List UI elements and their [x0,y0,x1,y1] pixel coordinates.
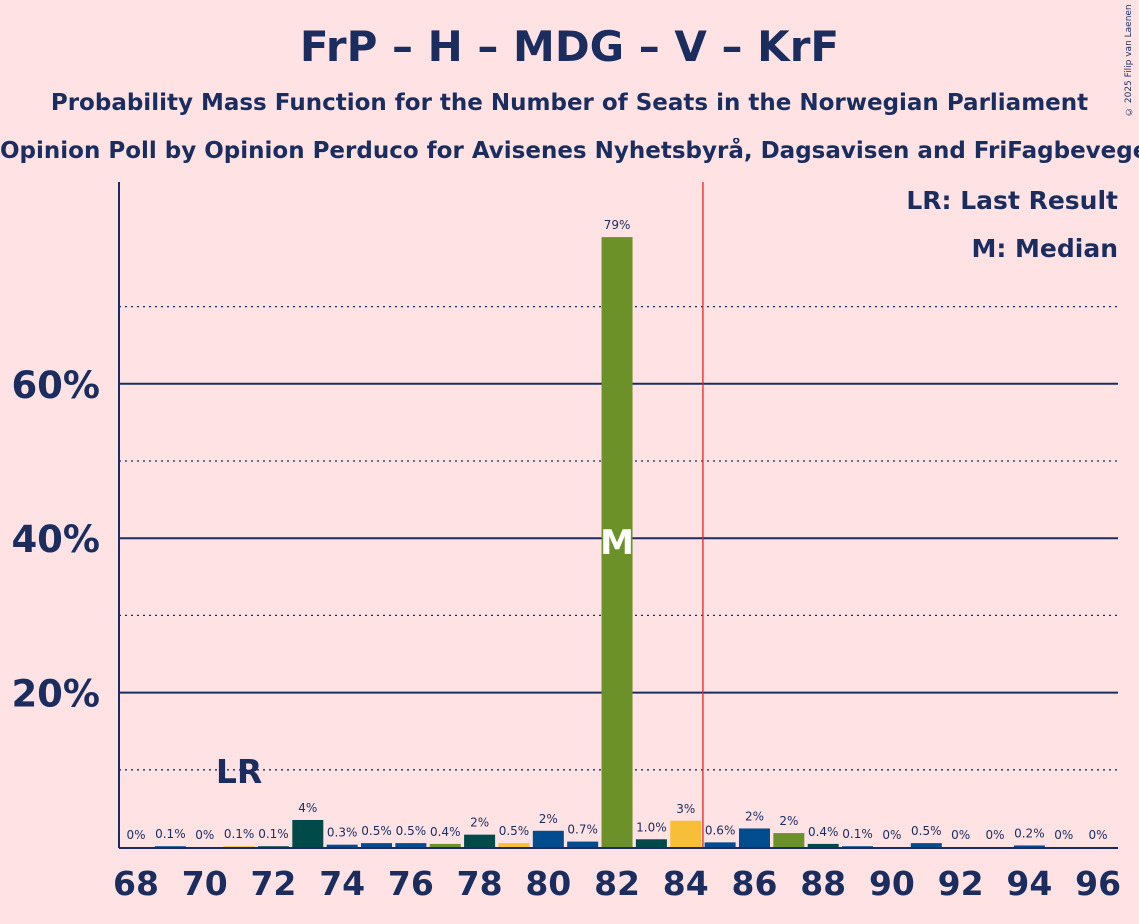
bar-seat-75 [361,843,393,847]
value-label: 0.4% [808,825,839,839]
value-label: 2% [779,814,798,828]
bar-seat-74 [326,844,358,847]
chart-subtitle: Probability Mass Function for the Number… [50,90,1089,116]
value-label: 0.3% [327,826,358,840]
x-tick-label: 68 [113,864,159,903]
value-label: 0.1% [842,827,873,841]
chart-title: FrP – H – MDG – V – KrF [299,22,840,71]
x-tick-label: 92 [938,864,984,903]
x-tick-label: 78 [457,864,503,903]
x-tick-label: 72 [250,864,296,903]
bar-seat-80 [532,830,564,847]
value-label: 0.5% [911,824,942,838]
value-label: 0.5% [396,824,427,838]
legend-last-result: LR: Last Result [906,186,1118,215]
value-label: 0% [1089,828,1108,842]
bar-seat-84 [670,820,702,847]
x-tick-label: 86 [732,864,778,903]
bar-seat-79 [498,843,530,847]
y-tick-label: 40% [11,518,100,561]
value-label: 0.1% [155,827,186,841]
bar-seat-89 [842,846,874,847]
x-tick-label: 76 [388,864,434,903]
bar-seat-83 [635,839,667,847]
value-label: 2% [745,809,764,823]
value-label: 2% [470,816,489,830]
value-label: 0.6% [705,823,736,837]
value-label: 79% [604,218,631,232]
x-tick-label: 88 [800,864,846,903]
x-tick-label: 82 [594,864,640,903]
value-label: 0% [985,828,1004,842]
value-label: 4% [298,801,317,815]
bar-seat-94 [1013,845,1045,847]
bar-seat-69 [154,846,186,847]
bar-seat-72 [257,846,289,847]
value-label: 0% [195,828,214,842]
bar-seat-82 [601,237,633,847]
data-labels: 0% 0.1% 0% 0.1% 0.1%4%0.3% 0.5% 0.5% 0.4%2%0.5%… [126,218,1107,842]
bar-seat-85 [704,842,736,847]
x-tick-label: 84 [663,864,709,903]
x-tick-label: 90 [869,864,915,903]
x-tick-label: 96 [1075,864,1121,903]
bar-seat-91 [910,843,942,847]
axes: 20% 40% 60% 68 70 72 74 76 78 80 82 84 86 88 90 92 94 96 [11,182,1121,903]
bar-seat-81 [567,841,599,847]
value-label: 2% [539,812,558,826]
value-label: 0% [951,828,970,842]
value-label: 0.5% [361,824,392,838]
bar-seat-71 [223,846,255,847]
value-label: 0.1% [258,827,289,841]
bar-seat-88 [807,843,839,847]
bar-seat-77 [429,843,461,847]
value-label: 0.1% [224,827,255,841]
value-label: 0% [126,828,145,842]
bar-seat-87 [773,833,805,847]
value-label: 0.5% [499,824,530,838]
y-tick-label: 20% [11,673,100,716]
value-label: 0% [1054,828,1073,842]
x-tick-label: 70 [182,864,228,903]
value-label: 0.7% [567,823,598,837]
poll-description: Opinion Poll by Opinion Perduco for Avis… [0,138,1139,164]
last-result-marker: LR [216,752,262,791]
bars [154,237,1045,847]
value-label: 0% [882,828,901,842]
bar-seat-86 [738,828,770,847]
value-label: 1.0% [636,820,667,834]
bar-seat-76 [395,843,427,847]
value-label: 0.2% [1014,826,1045,840]
x-tick-label: 80 [525,864,571,903]
bar-seat-73 [292,819,324,847]
y-tick-label: 60% [11,364,100,407]
median-marker: M [600,523,634,563]
legend-median: M: Median [971,234,1118,263]
bar-seat-78 [464,834,496,847]
x-tick-label: 74 [319,864,365,903]
value-label: 3% [676,802,695,816]
value-label: 0.4% [430,825,461,839]
x-tick-label: 94 [1006,864,1052,903]
